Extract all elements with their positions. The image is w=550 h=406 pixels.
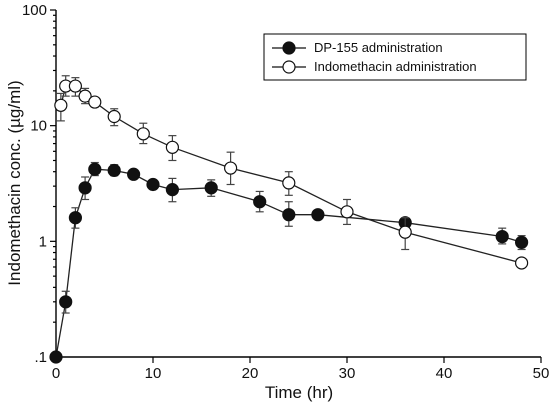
data-point: [514, 256, 529, 270]
plot-area: 0 10 20 30 40 50 .1 1 10 100: [22, 2, 549, 382]
y-tick-label: 100: [22, 2, 47, 19]
data-point: [68, 79, 83, 93]
series-layer: [49, 75, 529, 364]
data-point: [68, 211, 83, 225]
x-tick-label: 30: [339, 365, 356, 382]
data-point: [514, 235, 529, 249]
y-tick-label: 1: [39, 233, 47, 250]
data-point: [165, 183, 179, 197]
data-point: [495, 229, 509, 244]
legend: DP-155 administration Indomethacin admin…: [263, 33, 527, 81]
data-point: [398, 225, 412, 239]
data-point: [49, 350, 63, 364]
y-tick-label: 10: [30, 118, 47, 135]
series-line: [55, 168, 522, 358]
data-point: [107, 163, 121, 178]
data-point: [88, 162, 102, 176]
legend-label-indomethacin: Indomethacin administration: [314, 59, 477, 74]
data-point: [253, 195, 267, 209]
data-point: [78, 181, 92, 195]
data-point: [88, 95, 102, 109]
x-tick-label: 10: [145, 365, 162, 382]
x-axis-title: Time (hr): [265, 383, 333, 402]
data-point: [282, 208, 296, 222]
x-tick-label: 20: [242, 365, 259, 382]
data-point: [59, 295, 73, 309]
legend-box: [263, 33, 527, 81]
data-point: [204, 181, 218, 195]
series-1: [54, 75, 529, 270]
data-point: [165, 140, 179, 154]
data-point: [340, 205, 354, 219]
x-tick-label: 50: [533, 365, 550, 382]
data-point: [146, 177, 160, 192]
x-ticks: 0 10 20 30 40 50: [52, 357, 550, 382]
data-point: [282, 176, 296, 190]
x-tick-label: 40: [436, 365, 453, 382]
data-point: [136, 127, 150, 141]
data-point: [78, 89, 92, 103]
y-ticks: .1 1 10 100: [22, 2, 56, 366]
data-point: [54, 98, 68, 112]
data-point: [127, 167, 141, 181]
x-tick-label: 0: [52, 365, 60, 382]
legend-marker-dp155: [282, 41, 296, 55]
data-point: [224, 161, 238, 175]
series-0: [49, 161, 529, 364]
data-point: [107, 109, 121, 124]
y-tick-label: .1: [34, 349, 47, 366]
legend-marker-indomethacin: [282, 60, 296, 74]
legend-label-dp155: DP-155 administration: [314, 40, 443, 55]
y-axis-title: Indomethacin conc. (µg/ml): [5, 80, 24, 285]
data-point: [311, 208, 325, 222]
